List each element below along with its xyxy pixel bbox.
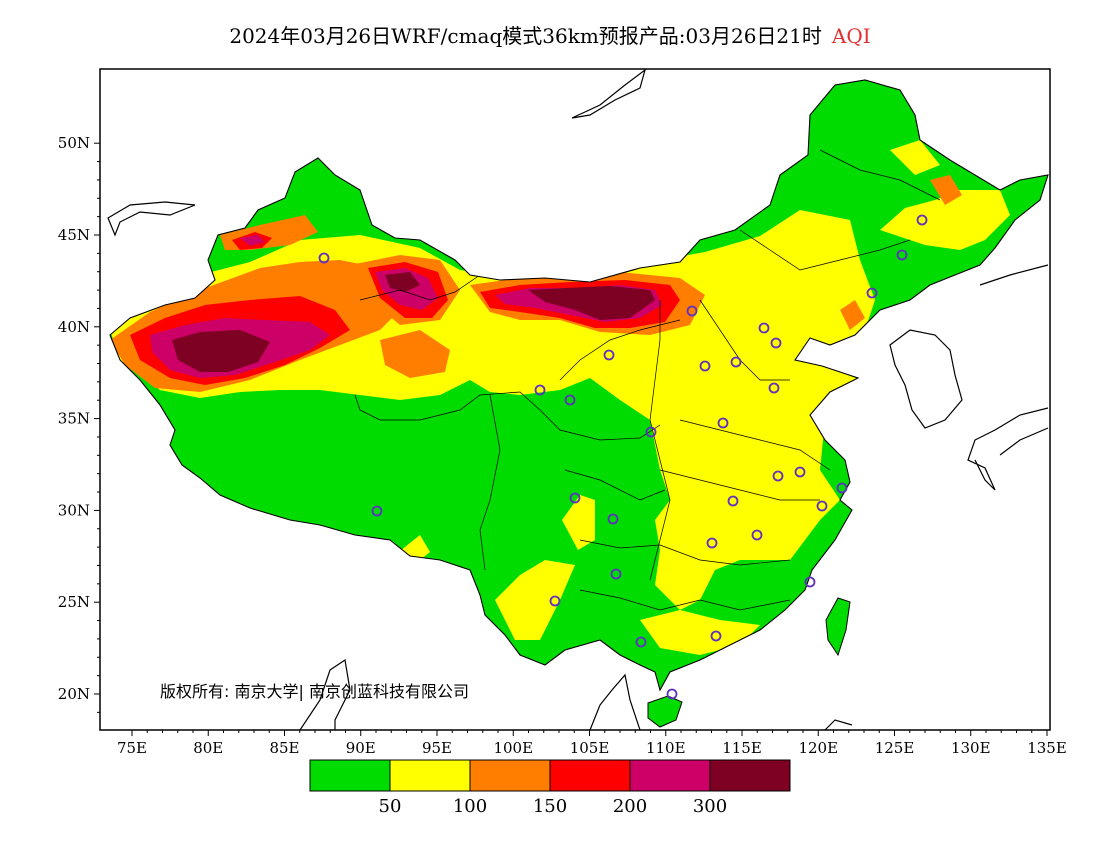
- title-main: 2024年03月26日WRF/cmaq模式36km预报产品:03月26日21时: [229, 24, 822, 48]
- lon-label: 100E: [493, 739, 533, 757]
- station-circle: [717, 417, 729, 429]
- station-circle: [727, 495, 739, 507]
- station-circle: [371, 505, 383, 517]
- copyright-text: 版权所有: 南京大学| 南京创蓝科技有限公司: [160, 682, 469, 701]
- lake-baikal-coast: [571, 69, 646, 119]
- station-circle: [645, 426, 657, 438]
- lon-label: 110E: [646, 739, 686, 757]
- lon-label: 85E: [269, 739, 299, 757]
- lon-label: 135E: [1027, 739, 1067, 757]
- station-circle: [772, 470, 784, 482]
- legend-label: 200: [613, 796, 647, 817]
- station-circle: [916, 214, 928, 226]
- lat-label: 20N: [58, 685, 90, 703]
- lon-label: 125E: [875, 739, 915, 757]
- map-title: 2024年03月26日WRF/cmaq模式36km预报产品:03月26日21时 A…: [0, 20, 1100, 49]
- station-circle: [896, 249, 908, 261]
- lat-label: 25N: [58, 593, 90, 611]
- station-circle: [549, 595, 561, 607]
- china-outline: [109, 79, 1049, 692]
- station-circle: [666, 688, 678, 700]
- legend-swatch: [549, 759, 631, 792]
- latitude-axis: 20N 25N 30N 35N 40N 45N 50N: [58, 134, 100, 713]
- station-circle: [607, 513, 619, 525]
- legend-swatch: [469, 759, 551, 792]
- lat-label: 35N: [58, 410, 90, 428]
- legend-label: 100: [453, 796, 487, 817]
- lon-label: 95E: [422, 739, 452, 757]
- station-circle: [751, 529, 763, 541]
- station-circle: [710, 630, 722, 642]
- station-circle: [730, 356, 742, 368]
- station-circle: [804, 576, 816, 588]
- station-circle: [686, 305, 698, 317]
- station-circle: [758, 322, 770, 334]
- station-markers: [318, 214, 928, 700]
- station-circle: [318, 252, 330, 264]
- lat-label: 40N: [58, 318, 90, 336]
- legend-swatch: [709, 759, 791, 792]
- station-circle: [534, 384, 546, 396]
- coastlines: [107, 69, 1049, 730]
- aqi-field-maroon: [172, 272, 655, 372]
- lon-label: 130E: [951, 739, 991, 757]
- lat-label: 30N: [58, 501, 90, 519]
- station-circle: [770, 337, 782, 349]
- lat-label: 45N: [58, 226, 90, 244]
- legend-swatch: [629, 759, 711, 792]
- legend-label: 150: [533, 796, 567, 817]
- lon-label: 115E: [722, 739, 762, 757]
- caspian-coast: [107, 201, 196, 237]
- lon-label: 120E: [798, 739, 838, 757]
- station-circle: [816, 500, 828, 512]
- japan-coast: [967, 264, 1049, 491]
- lon-label: 90E: [346, 739, 376, 757]
- aqi-legend: 50 100 150 200 300: [309, 759, 791, 817]
- station-circle: [836, 482, 848, 494]
- title-variable: AQI: [831, 24, 871, 48]
- lon-label: 80E: [193, 739, 223, 757]
- longitude-axis: 75E 80E 85E 90E 95E 100E 105E 110E 115E 120E 125E 1…: [117, 730, 1067, 757]
- station-circle: [610, 568, 622, 580]
- station-circle: [603, 349, 615, 361]
- lon-label: 75E: [117, 739, 147, 757]
- station-circle: [635, 636, 647, 648]
- legend-label: 300: [693, 796, 727, 817]
- lat-label: 50N: [58, 134, 90, 152]
- station-circle: [569, 492, 581, 504]
- indochina-coast: [299, 658, 853, 730]
- station-circle: [706, 537, 718, 549]
- legend-swatch: [389, 759, 471, 792]
- legend-swatch: [309, 759, 391, 792]
- station-circle: [768, 382, 780, 394]
- lon-label: 105E: [570, 739, 610, 757]
- korea-japan-coast: [889, 329, 963, 429]
- station-circle: [564, 394, 576, 406]
- station-circle: [699, 360, 711, 372]
- legend-label: 50: [379, 796, 402, 817]
- taiwan-island: [825, 597, 851, 657]
- station-circle: [866, 287, 878, 299]
- station-circle: [794, 466, 806, 478]
